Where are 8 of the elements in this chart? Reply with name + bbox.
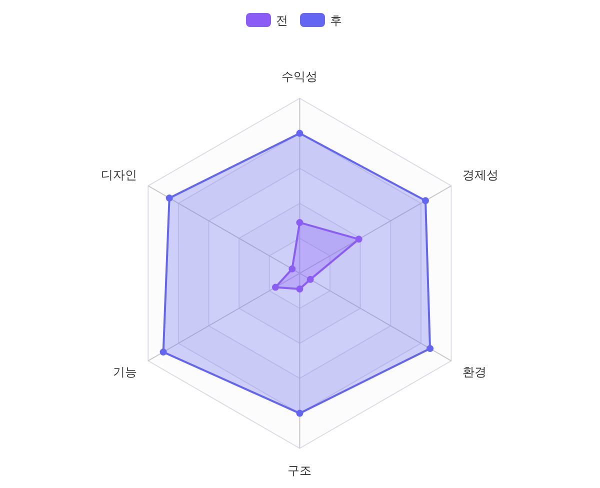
spoke-label: 경제성 [462,168,498,182]
spoke-label: 구조 [288,463,312,478]
spoke-label: 환경 [462,364,486,379]
spoke-label: 기능 [113,364,138,379]
spoke-label: 수익성 [282,69,318,84]
spoke-label: 디자인 [101,168,138,182]
legend-label: 후 [330,14,342,28]
legend-label: 전 [276,14,288,28]
